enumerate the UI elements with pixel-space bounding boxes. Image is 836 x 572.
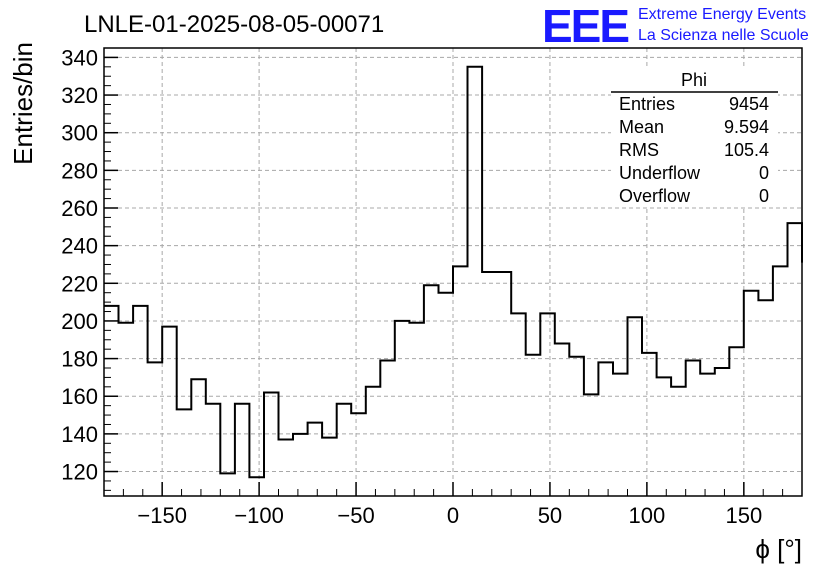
- y-tick-label: 340: [61, 45, 98, 70]
- stats-value-underflow: 0: [759, 163, 769, 183]
- eee-logo: EEE Extreme Energy Events La Scienza nel…: [542, 0, 809, 52]
- histogram-series: [104, 65, 803, 479]
- y-tick-label: 200: [61, 309, 98, 334]
- x-tick-label: −150: [137, 503, 187, 528]
- y-tick-label: 140: [61, 422, 98, 447]
- stats-title: Phi: [681, 70, 707, 90]
- stats-value-overflow: 0: [759, 186, 769, 206]
- stats-label-mean: Mean: [619, 117, 664, 137]
- y-tick-label: 260: [61, 196, 98, 221]
- y-tick-label: 300: [61, 121, 98, 146]
- stats-label-entries: Entries: [619, 94, 675, 114]
- x-tick-label: −100: [234, 503, 284, 528]
- x-tick-label: 50: [538, 503, 562, 528]
- x-tick-label: 150: [725, 503, 762, 528]
- stats-label-rms: RMS: [619, 140, 659, 160]
- stats-value-rms: 105.4: [724, 140, 769, 160]
- eee-logo-text: EEE: [542, 0, 628, 52]
- x-axis-label: ϕ [°]: [755, 534, 802, 564]
- axis-ticks: [104, 47, 784, 496]
- y-tick-label: 320: [61, 83, 98, 108]
- x-tick-label: 100: [629, 503, 666, 528]
- x-tick-label: −50: [337, 503, 374, 528]
- y-axis-label: Entries/bin: [8, 42, 38, 165]
- plot-title: LNLE-01-2025-08-05-00071: [84, 11, 384, 38]
- y-tick-label: 120: [61, 460, 98, 485]
- stats-box: Phi Entries 9454 Mean 9.594 RMS 105.4 Un…: [611, 68, 778, 206]
- y-tick-labels: 120 140 160 180 200 220 240 260 280 300 320 340: [61, 45, 98, 484]
- y-tick-label: 240: [61, 234, 98, 259]
- stats-box-background: [611, 68, 778, 206]
- stats-label-overflow: Overflow: [619, 186, 691, 206]
- y-tick-label: 220: [61, 271, 98, 296]
- y-tick-label: 180: [61, 347, 98, 372]
- eee-logo-line1: Extreme Energy Events: [638, 6, 806, 23]
- stats-label-underflow: Underflow: [619, 163, 701, 183]
- stats-value-mean: 9.594: [724, 117, 769, 137]
- y-tick-label: 160: [61, 384, 98, 409]
- y-tick-label: 280: [61, 158, 98, 183]
- stats-value-entries: 9454: [729, 94, 769, 114]
- x-tick-label: 0: [447, 503, 459, 528]
- x-tick-labels: −150 −100 −50 0 50 100 150: [137, 503, 762, 528]
- eee-logo-line2: La Scienza nelle Scuole: [638, 27, 809, 44]
